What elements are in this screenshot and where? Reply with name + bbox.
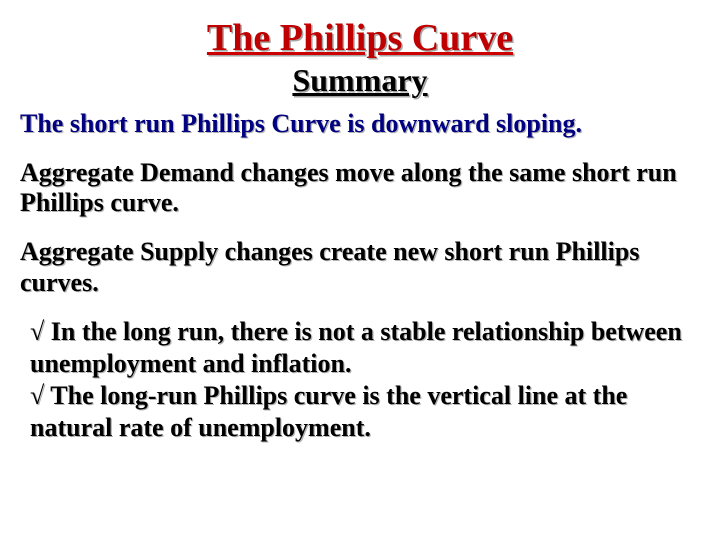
paragraphs-container: The short run Phillips Curve is downward… [20, 109, 700, 298]
bullet-item-1: √ In the long run, there is not a stable… [30, 316, 700, 379]
slide-container: The Phillips Curve Summary The short run… [0, 0, 720, 453]
paragraph-2: Aggregate Demand changes move along the … [20, 158, 700, 219]
slide-subtitle: Summary [20, 62, 700, 99]
bullets-container: √ In the long run, there is not a stable… [30, 316, 700, 443]
paragraph-1: The short run Phillips Curve is downward… [20, 109, 700, 140]
bullet-item-2: √ The long-run Phillips curve is the ver… [30, 380, 700, 443]
paragraph-3: Aggregate Supply changes create new shor… [20, 237, 700, 298]
slide-title: The Phillips Curve [20, 16, 700, 60]
